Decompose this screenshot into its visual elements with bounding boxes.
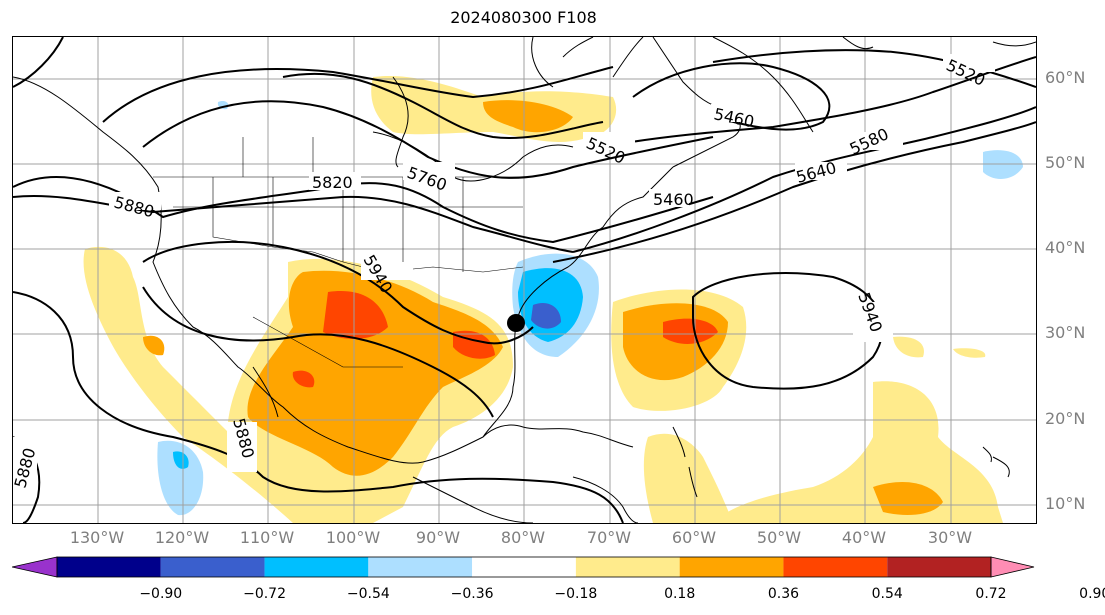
lat-label: 20°N — [1045, 409, 1086, 428]
colorbar-svg — [11, 556, 1035, 578]
colorbar-tick-label: −0.54 — [346, 586, 390, 602]
contour-label: 5820 — [312, 173, 353, 192]
map-panel: 5880 5820 5760 5520 5460 5520 5580 5640 … — [12, 36, 1037, 524]
colorbar-segment — [472, 557, 576, 577]
lon-label: 30°W — [927, 528, 973, 547]
lon-label: 120°W — [154, 528, 210, 547]
colorbar-tick-label: −0.36 — [450, 586, 494, 602]
lat-label: 10°N — [1045, 494, 1086, 513]
lon-label: 60°W — [671, 528, 717, 547]
colorbar — [11, 556, 1036, 582]
colorbar-tick-label: 0.90 — [1079, 586, 1105, 602]
colorbar-segment — [575, 557, 680, 577]
colorbar-extend-high — [990, 556, 1035, 578]
contour-labels: 5880 5820 5760 5520 5460 5520 5580 5640 … — [13, 54, 995, 490]
colorbar-segment — [783, 557, 888, 577]
colorbar-tick-label: −0.18 — [554, 586, 598, 602]
lat-label: 50°N — [1045, 153, 1086, 172]
map-title: 2024080300 F108 — [450, 8, 597, 27]
lon-label: 70°W — [586, 528, 632, 547]
anomaly-shading — [83, 76, 1003, 523]
lon-label: 40°W — [841, 528, 887, 547]
colorbar-tick-label: −0.72 — [243, 586, 286, 602]
map-svg: 5880 5820 5760 5520 5460 5520 5580 5640 … — [13, 37, 1036, 523]
lon-label: 110°W — [239, 528, 295, 547]
colorbar-tick-label: 0.72 — [975, 586, 1007, 602]
lon-label: 90°W — [415, 528, 461, 547]
colorbar-tick-label: 0.36 — [767, 586, 800, 602]
colorbar-tick-label: −0.90 — [139, 586, 183, 602]
lon-label: 130°W — [69, 528, 125, 547]
colorbar-tick-label: 0.54 — [871, 586, 903, 602]
storm-center-marker — [507, 314, 525, 332]
colorbar-outline — [56, 556, 992, 578]
lon-label: 80°W — [500, 528, 546, 547]
lon-label: 50°W — [756, 528, 802, 547]
colorbar-segment — [264, 557, 369, 577]
contour-label: 5580 — [847, 124, 892, 158]
lon-label: 100°W — [325, 528, 381, 547]
colorbar-tick-label: 0.18 — [664, 586, 696, 602]
colorbar-segment — [679, 557, 784, 577]
colorbar-segment — [57, 557, 161, 577]
lat-label: 30°N — [1045, 323, 1086, 342]
height-contours — [13, 37, 1036, 523]
colorbar-segment — [160, 557, 265, 577]
colorbar-segment — [887, 557, 991, 577]
negative-anomaly-shading — [157, 100, 1023, 516]
lat-label: 40°N — [1045, 238, 1086, 257]
colorbar-segment — [368, 557, 473, 577]
contour-label: 5460 — [653, 190, 694, 209]
lat-label: 60°N — [1045, 68, 1086, 87]
colorbar-extend-low — [11, 556, 58, 578]
